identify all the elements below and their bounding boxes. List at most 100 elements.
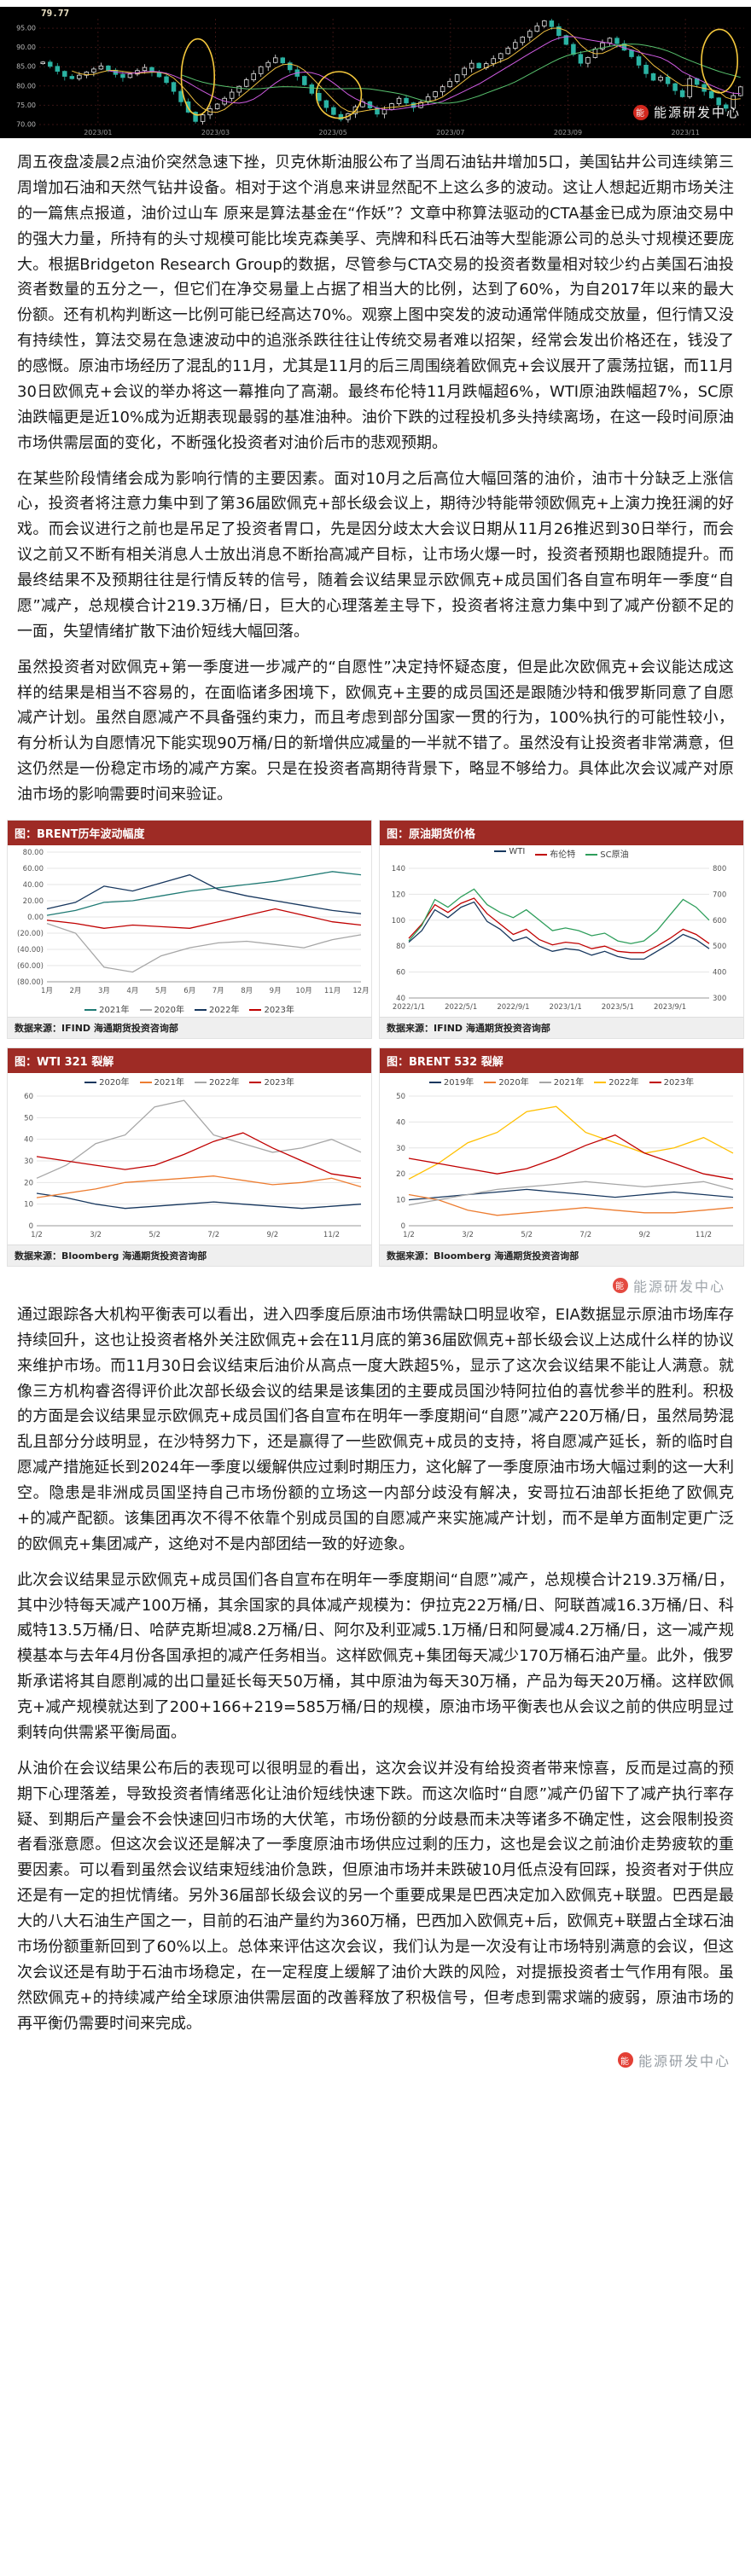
- svg-text:2023/07: 2023/07: [436, 129, 464, 136]
- svg-text:(60.00): (60.00): [17, 962, 44, 971]
- svg-text:700: 700: [713, 891, 726, 899]
- chart-legend: WTI 布伦特 SC原油: [380, 845, 743, 862]
- svg-text:80: 80: [396, 943, 405, 951]
- article-body-bottom: 通过跟踪各大机构平衡表可以看出，进入四季度后原油市场供需缺口明显收窄，EIA数据…: [0, 1303, 751, 2037]
- line-chart: 80.00 60.00 40.00 20.00 0.00 (20.00) (40.00) (6…: [8, 844, 371, 1017]
- svg-text:2023/5/1: 2023/5/1: [602, 1003, 634, 1012]
- svg-text:1/2: 1/2: [31, 1231, 43, 1239]
- svg-text:40: 40: [396, 995, 405, 1003]
- svg-text:60: 60: [24, 1093, 33, 1101]
- svg-text:140: 140: [392, 865, 405, 873]
- svg-text:2023/05: 2023/05: [319, 129, 347, 136]
- svg-text:600: 600: [713, 917, 726, 925]
- data-source-label: 数据来源：Bloomberg 海通期货投资咨询部: [8, 1244, 371, 1266]
- chart-legend: 2021年 2020年 2022年 2023年: [8, 1001, 371, 1017]
- chart-watermark: 能 能源研发中心: [632, 103, 741, 121]
- svg-text:40: 40: [24, 1136, 33, 1145]
- svg-text:0: 0: [401, 1222, 405, 1231]
- svg-text:20.00: 20.00: [23, 897, 44, 906]
- svg-text:6月: 6月: [183, 987, 195, 995]
- svg-text:9/2: 9/2: [267, 1231, 279, 1239]
- bottom-watermark: 能 能源研发中心: [0, 2046, 751, 2080]
- svg-text:500: 500: [713, 943, 726, 951]
- svg-text:10月: 10月: [295, 987, 311, 995]
- svg-text:2022/5/1: 2022/5/1: [445, 1003, 477, 1012]
- chart-legend: 2020年 2021年 2022年 2023年: [8, 1073, 371, 1089]
- svg-text:2023/9/1: 2023/9/1: [654, 1003, 686, 1012]
- legend-item: 2019年: [428, 1075, 474, 1088]
- legend-item: 2023年: [649, 1075, 694, 1088]
- legend-item: 2023年: [249, 1002, 294, 1015]
- svg-text:(80.00): (80.00): [17, 978, 44, 987]
- legend-item: 2021年: [139, 1075, 184, 1088]
- data-source-label: 数据来源：IFIND 海通期货投资咨询部: [8, 1016, 371, 1038]
- figure-row: 图：BRENT历年波动幅度 80.00 60.00 40.00 20.00 0.00 (2…: [7, 819, 744, 1039]
- figure-crude-futures-price: 图：原油期货价格 WTI 布伦特 SC原油 40 60 80 100 120 140 300 400…: [379, 819, 744, 1039]
- svg-text:5/2: 5/2: [521, 1231, 533, 1239]
- energy-center-logo-icon: 能: [632, 104, 649, 120]
- watermark-text: 能源研发中心: [637, 2053, 731, 2070]
- svg-text:3/2: 3/2: [90, 1231, 102, 1239]
- svg-text:3/2: 3/2: [462, 1231, 474, 1239]
- legend-item: 2020年: [139, 1002, 184, 1015]
- svg-text:0.00: 0.00: [27, 914, 44, 922]
- svg-text:300: 300: [713, 995, 726, 1003]
- figure-title: 图：BRENT 532 裂解: [380, 1047, 743, 1073]
- line-chart-canvas: 0 10 20 30 40 50 1/2 3/2 5/2 7/2 9/2 11/2: [396, 1093, 734, 1239]
- figure-brent-532-crack: 图：BRENT 532 裂解 2019年 2020年 2021年 2022年 2023年…: [379, 1047, 744, 1267]
- svg-text:7月: 7月: [212, 987, 224, 995]
- mid-watermark: 能 能源研发中心: [612, 1275, 725, 1296]
- data-source-label: 数据来源：Bloomberg 海通期货投资咨询部: [380, 1244, 743, 1266]
- paragraph: 虽然投资者对欧佩克+第一季度进一步减产的“自愿性”决定持怀疑态度，但是此次欧佩克…: [17, 658, 734, 804]
- watermark-text: 能源研发中心: [632, 1278, 725, 1295]
- svg-text:50: 50: [24, 1114, 33, 1123]
- svg-text:80.00: 80.00: [23, 849, 44, 857]
- svg-text:2023/09: 2023/09: [554, 129, 582, 136]
- svg-text:20: 20: [396, 1170, 405, 1179]
- svg-text:10: 10: [24, 1201, 33, 1210]
- line-chart: 2019年 2020年 2021年 2022年 2023年 0 10 20 30 40 50 1/2 3…: [380, 1072, 743, 1244]
- figure-wti-321-crack: 图：WTI 321 裂解 2020年 2021年 2022年 2023年 0 10 20 30…: [7, 1047, 372, 1267]
- svg-text:9/2: 9/2: [639, 1231, 651, 1239]
- watermark-text: 能源研发中心: [653, 105, 741, 120]
- svg-text:2023/1/1: 2023/1/1: [550, 1003, 582, 1012]
- paragraph: 此次会议结果显示欧佩克+成员国们各自宣布在明年一季度期间“自愿”减产，总规模合计…: [17, 1570, 734, 1742]
- svg-text:75.00: 75.00: [16, 102, 36, 109]
- energy-center-logo-icon: 能: [617, 2052, 633, 2068]
- svg-text:70.00: 70.00: [16, 120, 36, 128]
- legend-item: 2020年: [484, 1075, 529, 1088]
- svg-text:85.00: 85.00: [16, 63, 36, 71]
- svg-text:(40.00): (40.00): [17, 946, 44, 954]
- energy-center-logo-icon: 能: [612, 1277, 628, 1293]
- figure-title: 图：原油期货价格: [380, 820, 743, 845]
- svg-text:11/2: 11/2: [323, 1231, 340, 1239]
- svg-text:8月: 8月: [241, 987, 253, 995]
- svg-text:40: 40: [396, 1118, 405, 1127]
- paragraph: 周五夜盘凌晨2点油价突然急速下挫，贝克休斯油服公布了当周石油钻井增加5口，美国钻…: [17, 154, 735, 452]
- legend-item: 2022年: [594, 1075, 639, 1088]
- last-price-label: 79.77: [41, 8, 70, 19]
- svg-text:60: 60: [396, 968, 405, 977]
- svg-text:20: 20: [24, 1179, 33, 1187]
- svg-text:11月: 11月: [324, 987, 341, 995]
- figure-grid: 图：BRENT历年波动幅度 80.00 60.00 40.00 20.00 0.00 (2…: [0, 818, 751, 1295]
- paragraph: 从油价在会议结果公布后的表现可以很明显的看出，这次会议并没有给投资者带来惊喜，反…: [17, 1759, 734, 2033]
- article-body-top: 周五夜盘凌晨2点油价突然急速下挫，贝克休斯油服公布了当周石油钻井增加5口，美国钻…: [0, 150, 751, 808]
- svg-text:12月: 12月: [352, 987, 369, 995]
- svg-text:1月: 1月: [41, 987, 53, 995]
- svg-text:2月: 2月: [69, 987, 81, 995]
- svg-text:400: 400: [713, 968, 726, 977]
- legend-item: 2020年: [84, 1075, 130, 1088]
- legend-item: WTI: [494, 847, 525, 860]
- svg-text:90.00: 90.00: [16, 44, 36, 51]
- legend-item: SC原油: [585, 847, 629, 860]
- data-source-label: 数据来源：IFIND 海通期货投资咨询部: [380, 1016, 743, 1038]
- svg-text:1/2: 1/2: [403, 1231, 415, 1239]
- line-chart-canvas: 40 60 80 100 120 140 300 400 500 600 700 800 2022/1/…: [392, 865, 726, 1012]
- svg-text:11/2: 11/2: [696, 1231, 712, 1239]
- svg-text:95.00: 95.00: [16, 25, 36, 32]
- svg-text:9月: 9月: [270, 987, 282, 995]
- figure-brent-volatility: 图：BRENT历年波动幅度 80.00 60.00 40.00 20.00 0.00 (2…: [7, 819, 372, 1039]
- figure-title: 图：WTI 321 裂解: [8, 1047, 371, 1073]
- svg-text:2022/9/1: 2022/9/1: [497, 1003, 529, 1012]
